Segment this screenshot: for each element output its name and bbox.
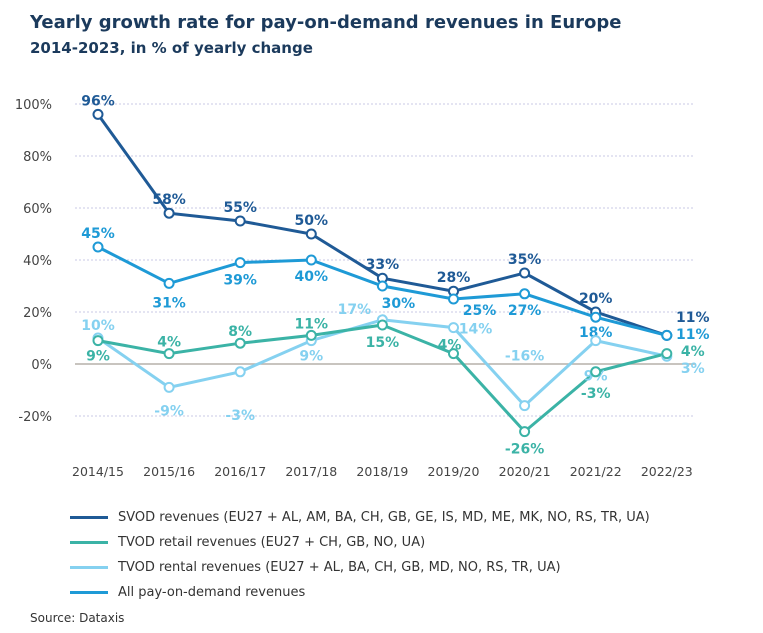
legend-label: TVOD rental revenues (EU27 + AL, BA, CH,… <box>118 560 561 575</box>
data-label: -3% <box>225 408 255 424</box>
data-point <box>376 280 388 292</box>
x-tick-label: 2015/16 <box>143 464 195 479</box>
data-point <box>590 335 602 347</box>
data-label: 35% <box>508 252 542 268</box>
plot-area: -20% 0% 20% 40% 60% 80% 100% 2014/15 2015/16 2016… <box>15 93 710 479</box>
y-tick-label: -20% <box>18 410 52 425</box>
data-point <box>234 337 246 349</box>
x-tick-label: 2022/23 <box>641 464 693 479</box>
data-label: -26% <box>505 442 544 458</box>
source-note: Source: Dataxis <box>30 611 125 625</box>
data-label: 17% <box>338 302 372 318</box>
data-point <box>92 241 104 253</box>
legend-item: All pay-on-demand revenues <box>70 580 650 605</box>
data-point <box>590 311 602 323</box>
data-point <box>519 426 531 438</box>
x-tick-label: 2019/20 <box>428 464 480 479</box>
data-label: 20% <box>579 291 613 307</box>
chart-subtitle: 2014-2023, in % of yearly change <box>30 39 313 57</box>
data-point <box>661 329 673 341</box>
data-point <box>92 335 104 347</box>
data-point <box>448 293 459 305</box>
data-point <box>519 400 531 412</box>
y-tick-label: 20% <box>23 306 52 321</box>
y-tick-label: 60% <box>23 202 52 217</box>
legend-swatch <box>70 541 108 544</box>
data-label: 11% <box>676 310 710 326</box>
data-label: 50% <box>295 213 329 229</box>
data-point <box>448 322 459 334</box>
x-tick-label: 2014/15 <box>72 464 124 479</box>
data-point <box>448 348 459 360</box>
x-tick-label: 2018/19 <box>356 464 408 479</box>
data-label: 96% <box>81 93 115 109</box>
legend-item: SVOD revenues (EU27 + AL, AM, BA, CH, GB… <box>70 505 650 530</box>
data-label: 11% <box>676 327 710 343</box>
data-label: 10% <box>81 318 115 334</box>
data-label: 55% <box>223 200 257 216</box>
data-label: 4% <box>438 338 462 354</box>
data-label: 58% <box>152 192 186 208</box>
x-tick-label: 2020/21 <box>499 464 551 479</box>
data-point <box>305 329 317 341</box>
data-point <box>234 366 246 378</box>
data-label: -16% <box>505 349 544 365</box>
data-label: 45% <box>81 226 115 242</box>
data-point <box>305 254 317 266</box>
data-point <box>519 267 531 279</box>
y-tick-label: 0% <box>31 358 52 373</box>
data-label: 4% <box>157 335 181 351</box>
data-point <box>590 366 602 378</box>
legend-label: TVOD retail revenues (EU27 + CH, GB, NO,… <box>118 535 426 550</box>
data-label: 40% <box>295 269 329 285</box>
data-label: 3% <box>681 361 705 377</box>
data-label: 9% <box>299 349 323 365</box>
legend: SVOD revenues (EU27 + AL, AM, BA, CH, GB… <box>70 505 650 605</box>
legend-swatch <box>70 516 108 519</box>
data-point <box>376 319 388 331</box>
data-label: -3% <box>581 386 611 402</box>
legend-label: All pay-on-demand revenues <box>118 585 306 600</box>
legend-swatch <box>70 566 108 569</box>
data-point <box>163 277 175 289</box>
data-point <box>163 381 175 393</box>
y-tick-label: 80% <box>23 150 52 165</box>
data-label: 25% <box>463 303 497 319</box>
data-label: 4% <box>681 344 705 360</box>
x-tick-label: 2017/18 <box>285 464 337 479</box>
data-label: 18% <box>579 325 613 341</box>
chart-title: Yearly growth rate for pay-on-demand rev… <box>30 12 622 33</box>
legend-label: SVOD revenues (EU27 + AL, AM, BA, CH, GB… <box>118 510 650 525</box>
legend-item: TVOD rental revenues (EU27 + AL, BA, CH,… <box>70 555 650 580</box>
data-point <box>163 348 175 360</box>
legend-swatch <box>70 591 108 594</box>
data-point <box>234 257 246 269</box>
x-tick-label: 2021/22 <box>570 464 622 479</box>
data-point <box>661 348 673 360</box>
data-label: 28% <box>437 270 471 286</box>
data-label: 30% <box>382 296 416 312</box>
data-label: 27% <box>508 303 542 319</box>
data-label: 39% <box>223 273 257 289</box>
y-tick-label: 100% <box>15 98 52 113</box>
data-point <box>163 207 175 219</box>
data-label: 11% <box>295 316 329 332</box>
data-label: -9% <box>154 403 184 419</box>
data-point <box>92 108 104 120</box>
data-label: 33% <box>366 257 400 273</box>
data-label: 14% <box>459 322 493 338</box>
data-point <box>234 215 246 227</box>
legend-item: TVOD retail revenues (EU27 + CH, GB, NO,… <box>70 530 650 555</box>
x-tick-label: 2016/17 <box>214 464 266 479</box>
data-point <box>519 288 531 300</box>
data-label: 9% <box>86 349 110 365</box>
data-label: 8% <box>228 324 252 340</box>
data-point <box>305 228 317 240</box>
data-label: 15% <box>366 335 400 351</box>
y-tick-label: 40% <box>23 254 52 269</box>
data-label: 31% <box>152 295 186 311</box>
